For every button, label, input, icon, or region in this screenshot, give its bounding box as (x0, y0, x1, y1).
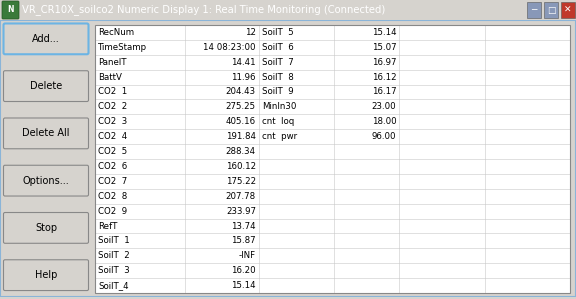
Text: SoilT  7: SoilT 7 (262, 58, 294, 67)
Text: 16.17: 16.17 (372, 88, 396, 97)
Bar (95, 25, 570, 40)
Text: 18.00: 18.00 (372, 117, 396, 126)
FancyBboxPatch shape (3, 71, 89, 102)
Text: cnt  loq: cnt loq (262, 117, 294, 126)
Text: ─: ─ (531, 5, 537, 14)
Text: CO2  4: CO2 4 (98, 132, 127, 141)
Text: 16.12: 16.12 (372, 73, 396, 82)
Text: 23.00: 23.00 (372, 102, 396, 111)
Text: 207.78: 207.78 (226, 192, 256, 201)
Bar (95, 234, 570, 248)
Bar (95, 40, 570, 55)
Text: 275.25: 275.25 (226, 102, 256, 111)
Text: PanelT: PanelT (98, 58, 127, 67)
FancyBboxPatch shape (3, 260, 89, 291)
Text: 15.14: 15.14 (372, 28, 396, 37)
Bar (95, 174, 570, 189)
Text: Delete All: Delete All (22, 128, 70, 138)
Text: 11.96: 11.96 (232, 73, 256, 82)
Bar (95, 25, 570, 293)
Text: 14 08:23:00: 14 08:23:00 (203, 43, 256, 52)
FancyBboxPatch shape (3, 24, 89, 54)
Bar (95, 278, 570, 293)
Bar (95, 25, 570, 293)
Text: SoilT_4: SoilT_4 (98, 281, 128, 290)
Bar (95, 85, 570, 100)
Text: 204.43: 204.43 (226, 88, 256, 97)
Text: TimeStamp: TimeStamp (98, 43, 147, 52)
Text: RecNum: RecNum (98, 28, 134, 37)
Text: CO2  7: CO2 7 (98, 177, 127, 186)
Text: Options...: Options... (22, 176, 69, 186)
Text: SoilT  1: SoilT 1 (98, 237, 130, 245)
Text: CO2  1: CO2 1 (98, 88, 127, 97)
FancyBboxPatch shape (3, 213, 89, 243)
Text: RefT: RefT (98, 222, 118, 231)
FancyBboxPatch shape (3, 118, 89, 149)
Text: CO2  8: CO2 8 (98, 192, 127, 201)
Text: CO2  3: CO2 3 (98, 117, 127, 126)
Text: 15.87: 15.87 (231, 237, 256, 245)
Text: N: N (7, 5, 14, 14)
Bar (95, 55, 570, 70)
Text: SoilT  9: SoilT 9 (262, 88, 294, 97)
Text: 175.22: 175.22 (226, 177, 256, 186)
Text: 12: 12 (245, 28, 256, 37)
Text: CO2  2: CO2 2 (98, 102, 127, 111)
Text: SoilT  3: SoilT 3 (98, 266, 130, 275)
Bar (95, 248, 570, 263)
Bar (95, 159, 570, 174)
Bar (95, 129, 570, 144)
Text: 96.00: 96.00 (372, 132, 396, 141)
FancyBboxPatch shape (527, 2, 541, 18)
FancyBboxPatch shape (561, 2, 575, 18)
Text: Stop: Stop (35, 223, 57, 233)
Text: cnt  pwr: cnt pwr (262, 132, 297, 141)
Text: -INF: -INF (238, 251, 256, 260)
Text: Help: Help (35, 270, 57, 280)
Text: 15.07: 15.07 (372, 43, 396, 52)
Text: 15.14: 15.14 (231, 281, 256, 290)
Bar (95, 144, 570, 159)
Text: 233.97: 233.97 (226, 207, 256, 216)
Text: 14.41: 14.41 (231, 58, 256, 67)
Text: MinIn30: MinIn30 (262, 102, 296, 111)
FancyBboxPatch shape (544, 2, 558, 18)
Text: 16.20: 16.20 (231, 266, 256, 275)
Text: CO2  5: CO2 5 (98, 147, 127, 156)
Text: Delete: Delete (30, 81, 62, 91)
Text: 405.16: 405.16 (226, 117, 256, 126)
Text: 160.12: 160.12 (226, 162, 256, 171)
Text: 13.74: 13.74 (231, 222, 256, 231)
Text: CO2  9: CO2 9 (98, 207, 127, 216)
Bar (95, 263, 570, 278)
Text: □: □ (547, 5, 555, 14)
FancyBboxPatch shape (3, 165, 89, 196)
Text: SoilT  8: SoilT 8 (262, 73, 294, 82)
Text: SoilT  2: SoilT 2 (98, 251, 130, 260)
Text: 16.97: 16.97 (372, 58, 396, 67)
Text: SoilT  5: SoilT 5 (262, 28, 294, 37)
Bar (95, 204, 570, 219)
Text: 191.84: 191.84 (226, 132, 256, 141)
Bar (95, 219, 570, 234)
Bar (95, 189, 570, 204)
Text: SoilT  6: SoilT 6 (262, 43, 294, 52)
Text: VR_CR10X_soilco2 Numeric Display 1: Real Time Monitoring (Connected): VR_CR10X_soilco2 Numeric Display 1: Real… (22, 4, 385, 16)
Text: CO2  6: CO2 6 (98, 162, 127, 171)
FancyBboxPatch shape (2, 1, 19, 19)
Bar (95, 70, 570, 85)
Text: ✕: ✕ (564, 5, 572, 14)
Text: BattV: BattV (98, 73, 122, 82)
Text: 288.34: 288.34 (226, 147, 256, 156)
Text: Add...: Add... (32, 34, 60, 44)
Bar (95, 114, 570, 129)
Bar (95, 100, 570, 114)
